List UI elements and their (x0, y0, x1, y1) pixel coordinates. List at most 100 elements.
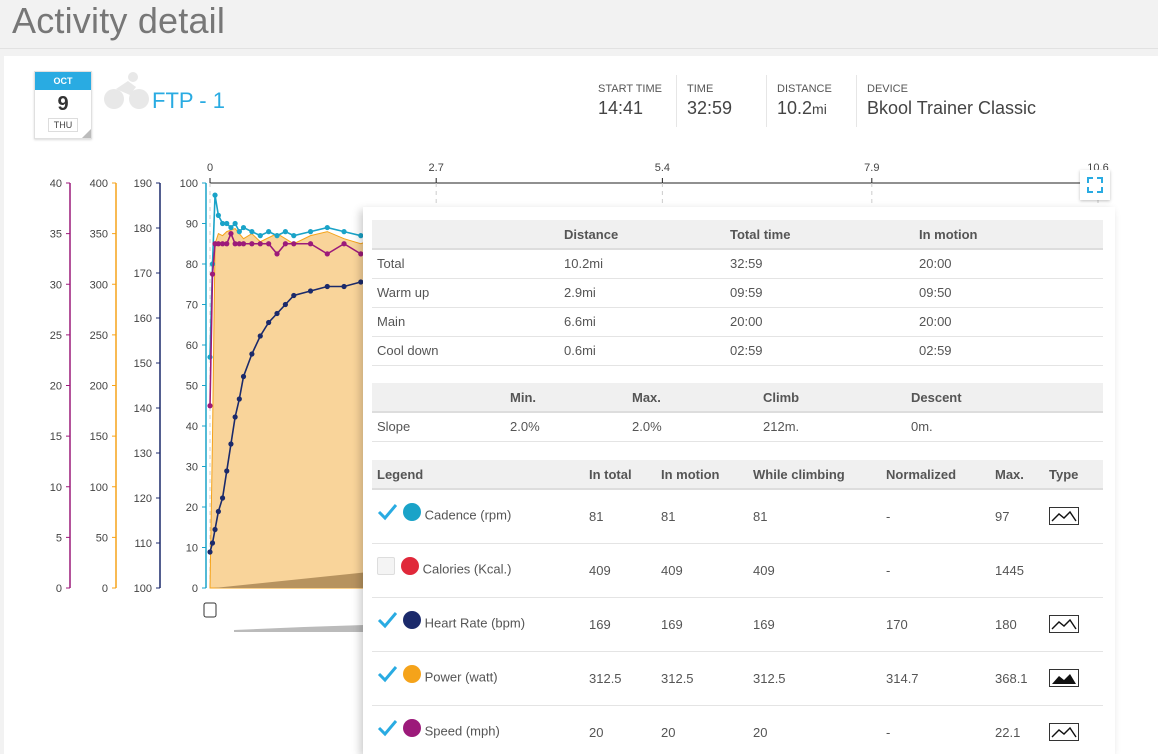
heart_rate-point (341, 283, 347, 290)
cadence-point (228, 224, 234, 231)
table-cell: Main (372, 307, 564, 337)
table-cell: Warm up (372, 278, 564, 308)
heart_rate-point (209, 540, 216, 546)
table-header: Total time (730, 220, 919, 250)
series-label: Power (watt) (424, 669, 498, 685)
power-tick-label: 300 (90, 279, 108, 291)
legend-cell: 312.5 (589, 651, 661, 706)
power-tick-label: 50 (96, 532, 108, 544)
series-color-dot (402, 665, 421, 683)
speed-point (257, 241, 263, 247)
activity-name[interactable]: FTP - 1 (152, 88, 225, 113)
stat-label: TIME (687, 83, 714, 95)
heart_rate-tick-label: 190 (134, 178, 152, 190)
cadence-point (212, 192, 218, 198)
legend-cell: Calories (Kcal.) (372, 543, 589, 598)
line-chart-icon[interactable] (1049, 507, 1079, 526)
table-header: While climbing (753, 460, 886, 490)
title-divider (0, 48, 1158, 49)
legend-table: Legend In total In motion While climbing… (372, 460, 1103, 754)
cadence-point (274, 233, 280, 239)
line-chart-icon[interactable] (1049, 723, 1079, 741)
table-header: Max. (995, 460, 1049, 490)
cadence-point (207, 354, 213, 360)
table-cell: Slope (372, 412, 510, 442)
speed-point (274, 251, 280, 257)
heart_rate-tick-label: 100 (134, 583, 152, 595)
heart_rate-point (219, 495, 226, 501)
legend-body: Cadence (rpm) 81 81 81-97 Calories (Kcal.) 4… (372, 489, 1103, 754)
table-header (372, 220, 564, 250)
series-checkbox-unchecked[interactable] (377, 557, 395, 575)
table-header-row: Legend In total In motion While climbing… (372, 460, 1103, 490)
heart_rate-point (207, 549, 213, 555)
legend-cell: 169 (589, 597, 661, 652)
legend-cell (1049, 705, 1103, 754)
series-checkbox-checked[interactable] (377, 719, 398, 737)
legend-cell: 169 (661, 597, 753, 652)
stat-value: 10.2mi (777, 98, 832, 119)
checkmark-icon (377, 720, 398, 737)
table-cell: 09:50 (919, 278, 1103, 308)
legend-cell: - (886, 489, 995, 544)
table-header: Max. (632, 383, 763, 413)
fullscreen-button[interactable] (1080, 170, 1110, 200)
legend-row: Speed (mph) 20 20 20-22.1 (372, 705, 1103, 754)
power-tick-label: 350 (90, 229, 108, 241)
cadence-point (215, 212, 221, 218)
table-header: In motion (661, 460, 753, 490)
cycling-icon (104, 72, 149, 109)
cadence-point (341, 229, 347, 235)
stat-device: DEVICE Bkool Trainer Classic (867, 83, 1036, 119)
cadence-tick-label: 0 (192, 583, 198, 595)
checkmark-icon (377, 612, 398, 629)
legend-cell: 409 (589, 543, 661, 598)
cadence-tick-label: 80 (186, 259, 198, 271)
table-header: Min. (510, 383, 632, 413)
x-tick-label: 7.9 (864, 162, 879, 174)
power-tick-label: 400 (90, 178, 108, 190)
table-cell: 2.9mi (564, 278, 730, 308)
speed-tick-label: 40 (50, 178, 62, 190)
legend-cell: 409 (661, 543, 753, 598)
cadence-tick-label: 50 (186, 381, 198, 393)
speed-point (224, 241, 230, 247)
series-checkbox-checked[interactable] (377, 665, 398, 683)
legend-cell: 22.1 (995, 705, 1049, 754)
power-tick-label: 100 (90, 482, 108, 494)
cadence-point (307, 229, 314, 235)
table-cell: 09:59 (730, 278, 919, 308)
speed-point (207, 403, 213, 409)
speed-tick-label: 30 (50, 279, 62, 291)
cadence-point (324, 224, 330, 231)
legend-cell: - (886, 543, 995, 598)
range-handle-left (203, 602, 217, 618)
series-label: Cadence (rpm) (424, 507, 512, 523)
speed-point (240, 241, 247, 247)
heart_rate-tick-label: 160 (134, 313, 152, 325)
series-checkbox-checked[interactable] (377, 503, 398, 521)
speed-tick-label: 25 (50, 330, 62, 342)
table-header (372, 383, 510, 413)
legend-cell: 20 (753, 705, 886, 754)
heart_rate-point (236, 396, 242, 402)
expand-icon (1087, 177, 1103, 193)
cadence-point (249, 229, 255, 235)
line-chart-icon[interactable] (1049, 615, 1079, 633)
heart_rate-point (274, 310, 280, 317)
cadence-point (291, 233, 297, 239)
stat-label: START TIME (598, 83, 662, 95)
stat-label: DEVICE (867, 83, 908, 95)
legend-cell: 180 (995, 597, 1049, 652)
table-cell: 02:59 (919, 336, 1103, 366)
heart_rate-tick-label: 140 (134, 403, 152, 415)
series-checkbox-checked[interactable] (377, 611, 398, 629)
cadence-tick-label: 60 (186, 340, 198, 352)
stat-value: Bkool Trainer Classic (867, 98, 1037, 118)
heart_rate-tick-label: 180 (134, 223, 152, 235)
table-cell: Total (372, 249, 564, 279)
stat-unit: mi (812, 101, 827, 117)
area-chart-icon[interactable] (1049, 669, 1079, 687)
heart_rate-point (266, 319, 272, 326)
table-cell: 02:59 (730, 336, 919, 366)
